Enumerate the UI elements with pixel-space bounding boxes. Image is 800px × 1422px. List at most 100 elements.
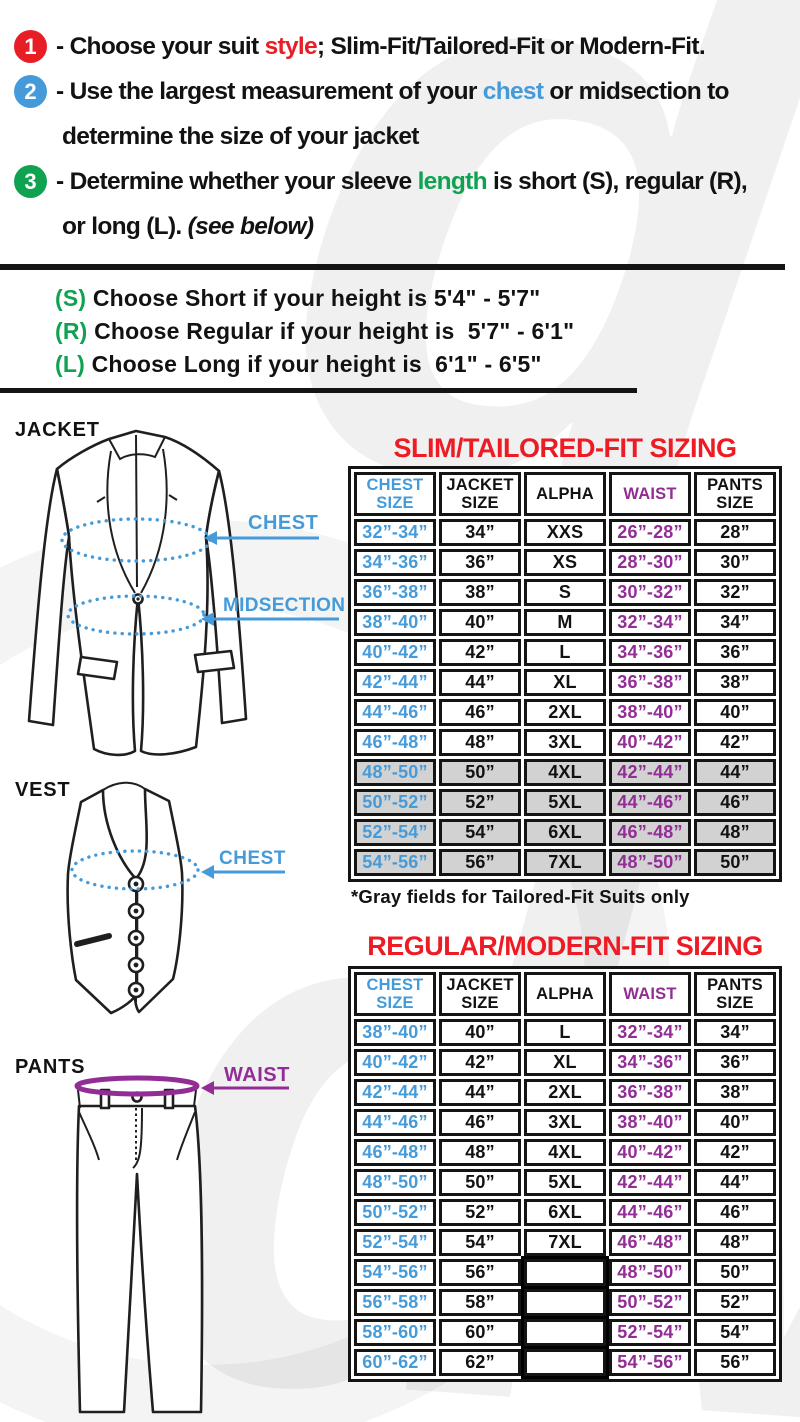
size-cell: 30” — [694, 549, 776, 576]
waist-callout-arrowhead — [201, 1081, 214, 1095]
step-number: 1 — [24, 33, 37, 59]
size-cell: 48”-50” — [609, 849, 691, 876]
waist-measure-ellipse — [74, 1075, 200, 1097]
size-cell: 48” — [694, 819, 776, 846]
size-cell: XXS — [524, 519, 606, 546]
table-row: 54”-56” 56” 48”-50” 50” — [354, 1256, 776, 1289]
jacket-left-sleeve — [27, 467, 71, 727]
instruction-steps: 1 - Choose your suit style; Slim-Fit/Tai… — [14, 24, 800, 249]
step-text: - Choose your suit — [56, 33, 265, 60]
size-cell: 48”-50” — [609, 1259, 691, 1286]
size-cell: 50”-52” — [609, 1289, 691, 1316]
jacket-left-lapel — [96, 450, 136, 594]
size-cell: 6XL — [524, 1199, 606, 1226]
size-cell: 34”-36” — [609, 1049, 691, 1076]
size-cell: 50” — [694, 1259, 776, 1286]
table-row: 56”-58” 58” 50”-52” 52” — [354, 1286, 776, 1319]
size-cell: L — [524, 639, 606, 666]
pants-waistband-bottom — [77, 1089, 197, 1109]
size-cell: 42” — [694, 729, 776, 756]
pants-diagram: WAIST — [74, 1064, 289, 1414]
size-cell: 42”-44” — [609, 1169, 691, 1196]
size-cell: 40” — [694, 699, 776, 726]
size-cell: 46” — [439, 699, 521, 726]
size-cell: 50” — [439, 759, 521, 786]
step-1-badge: 1 — [14, 30, 47, 63]
size-cell: 7XL — [524, 849, 606, 876]
table-row: 40”-42” 42” L 34”-36” 36” — [354, 639, 776, 666]
size-cell: 56” — [439, 849, 521, 876]
size-cell: 44”-46” — [354, 1109, 436, 1136]
size-cell: 48”-50” — [354, 759, 436, 786]
size-cell: 4XL — [524, 759, 606, 786]
size-cell: 3XL — [524, 1109, 606, 1136]
midsection-callout-label: MIDSECTION — [223, 595, 345, 616]
table-row: 34”-36” 36” XS 28”-30” 30” — [354, 549, 776, 576]
table-row: 32”-34” 34” XXS 26”-28” 28” — [354, 519, 776, 546]
size-cell: 50”-52” — [354, 789, 436, 816]
table-row: 42”-44” 44” 2XL 36”-38” 38” — [354, 1079, 776, 1106]
size-cell: 2XL — [524, 1079, 606, 1106]
size-cell: 32”-34” — [609, 1019, 691, 1046]
vest-chest-callout-label: CHEST — [219, 848, 286, 869]
size-cell: 42” — [694, 1139, 776, 1166]
step-text: or midsection to — [543, 78, 729, 105]
size-cell: 44” — [439, 1079, 521, 1106]
size-cell: 38” — [694, 1079, 776, 1106]
size-cell: 58”-60” — [354, 1319, 436, 1346]
size-cell: 38”-40” — [354, 609, 436, 636]
blacked-out-cell — [521, 1286, 609, 1319]
size-cell: 34” — [694, 1019, 776, 1046]
table-row: 44”-46” 46” 3XL 38”-40” 40” — [354, 1109, 776, 1136]
size-cell: 48” — [439, 729, 521, 756]
column-header-alpha: ALPHA — [524, 472, 606, 516]
size-cell: 34”-36” — [354, 549, 436, 576]
blacked-out-cell — [521, 1346, 609, 1379]
size-cell: 40” — [694, 1109, 776, 1136]
jacket-center-seam — [135, 434, 138, 588]
step-highlight: style — [264, 33, 318, 60]
size-cell: 40”-42” — [354, 639, 436, 666]
size-cell: 52” — [694, 1289, 776, 1316]
guide-text: Choose Regular if your height is 5'7" - … — [94, 318, 575, 344]
sleeve-length-guide: (S) Choose Short if your height is 5'4" … — [55, 282, 574, 381]
guide-row-regular: (R) Choose Regular if your height is 5'7… — [55, 315, 574, 348]
vest-chest-measure-ellipse — [70, 849, 200, 891]
vest-neck-line — [102, 781, 146, 791]
size-cell: 52”-54” — [354, 819, 436, 846]
table-header-row: CHEST SIZE JACKET SIZE ALPHA WAIST PANTS SIZ… — [354, 472, 776, 516]
size-cell: 46” — [439, 1109, 521, 1136]
vest-left-panel — [66, 788, 139, 1015]
jacket-collar — [108, 436, 166, 461]
slim-fit-table: CHEST SIZE JACKET SIZE ALPHA WAIST PANTS SIZ… — [348, 466, 782, 882]
size-cell: 36” — [694, 1049, 776, 1076]
size-cell: 48” — [694, 1229, 776, 1256]
guide-text: Choose Long if your height is 6'1" - 6'5… — [91, 351, 542, 377]
size-cell: XL — [524, 1049, 606, 1076]
pants-left-pocket — [78, 1111, 100, 1161]
jacket-left-pocket — [76, 655, 119, 681]
size-cell: 38” — [694, 669, 776, 696]
size-cell: 32”-34” — [609, 609, 691, 636]
table-row: 52”-54” 54” 6XL 46”-48” 48” — [354, 819, 776, 846]
jacket-section-label: JACKET — [15, 419, 100, 441]
size-cell: 28” — [694, 519, 776, 546]
table-row: 54”-56” 56” 7XL 48”-50” 50” — [354, 849, 776, 876]
table-row: 48”-50” 50” 4XL 42”-44” 44” — [354, 759, 776, 786]
size-cell: 44” — [694, 759, 776, 786]
guide-row-short: (S) Choose Short if your height is 5'4" … — [55, 282, 574, 315]
table-row: 36”-38” 38” S 30”-32” 32” — [354, 579, 776, 606]
size-cell: 40” — [439, 1019, 521, 1046]
size-cell: 54” — [439, 1229, 521, 1256]
size-cell: 48”-50” — [354, 1169, 436, 1196]
size-cell: 46”-48” — [354, 1139, 436, 1166]
column-header-chest-size: CHEST SIZE — [354, 972, 436, 1016]
size-cell: 38”-40” — [354, 1019, 436, 1046]
vest-diagram: CHEST — [66, 781, 286, 1015]
divider-line — [0, 388, 637, 393]
step-3-badge: 3 — [14, 165, 47, 198]
size-cell: 3XL — [524, 729, 606, 756]
size-cell: 46” — [694, 789, 776, 816]
vest-buttons — [127, 875, 145, 999]
size-cell: 26”-28” — [609, 519, 691, 546]
